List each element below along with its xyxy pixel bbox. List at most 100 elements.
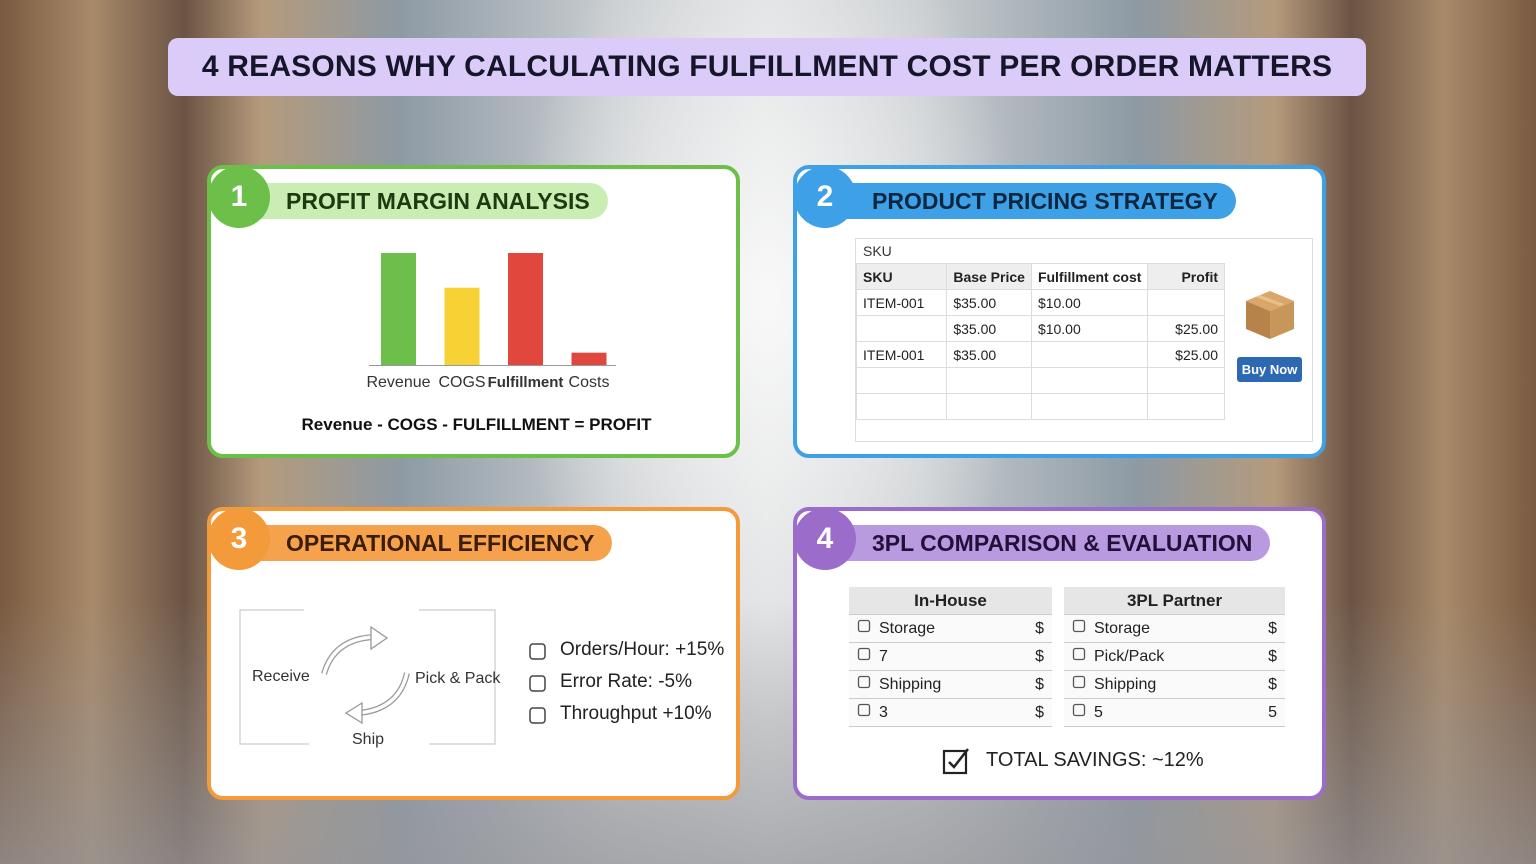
icon-cell — [1064, 670, 1086, 699]
panel-header-row: In-House — [849, 587, 1052, 615]
table-cell: $35.00 — [946, 341, 1032, 368]
table-cell: $25.00 — [1147, 341, 1225, 368]
icon-shape — [529, 643, 546, 660]
icon-cell — [849, 670, 871, 699]
panel-item: Storage — [871, 614, 1009, 643]
row-icon — [1072, 619, 1086, 633]
icon-shape — [857, 703, 871, 717]
card-heading: PRODUCT PRICING STRATEGY — [827, 183, 1236, 219]
panel-item: Shipping — [1086, 670, 1241, 699]
panel-row: 3 $ — [849, 698, 1052, 727]
blank-cell — [1147, 367, 1225, 394]
table-cell: $10.00 — [1030, 289, 1149, 316]
card-number: 1 — [208, 166, 270, 228]
cycle-step: Pick & Pack — [415, 670, 501, 687]
icon-shape — [529, 675, 546, 692]
panel-value: $ — [1008, 670, 1052, 699]
table-row: ITEM-001 $35.00 $10.00 — [855, 289, 1225, 316]
metric: Throughput +10% — [560, 703, 712, 724]
column-header: SKU — [855, 263, 948, 290]
row-icon — [857, 675, 871, 689]
row-icon — [857, 703, 871, 717]
panel-value: $ — [1008, 614, 1052, 643]
panel-title: 3PL Partner — [1064, 587, 1285, 615]
table-cell: $10.00 — [1030, 315, 1149, 342]
panel-value: $ — [1008, 642, 1052, 671]
card-heading: 3PL COMPARISON & EVALUATION — [827, 525, 1271, 561]
table-cell: $35.00 — [946, 289, 1032, 316]
icon-shape — [857, 619, 871, 633]
table-cell — [1147, 289, 1225, 316]
icon-cell — [849, 642, 871, 671]
table-cell: $35.00 — [946, 315, 1032, 342]
buy-now-button[interactable]: Buy Now — [1237, 357, 1302, 382]
row-icon — [857, 619, 871, 633]
formula: Revenue - COGS - FULFILLMENT = PROFIT — [301, 415, 652, 434]
card-number: 2 — [794, 166, 856, 228]
panel-item: Shipping — [871, 670, 1009, 699]
blank-cell — [1030, 367, 1149, 394]
metric-icon — [529, 707, 546, 724]
panel-row: Shipping $ — [1064, 670, 1285, 699]
total-savings: TOTAL SAVINGS: ~12% — [986, 749, 1204, 771]
table-cell: ITEM-001 — [855, 341, 948, 368]
bar-label: COGS — [438, 374, 485, 391]
card-number: 4 — [794, 508, 856, 570]
box-icon — [1246, 291, 1294, 339]
icon-cell — [1064, 642, 1086, 671]
panel-row: Storage $ — [1064, 614, 1285, 643]
bar — [381, 253, 416, 365]
pricing-sheet: SKU SKU Base Price Fulfillment cost Profit I… — [855, 238, 1313, 442]
icon-cell — [1064, 698, 1086, 727]
icon-cell — [849, 614, 871, 643]
table-cell: $25.00 — [1147, 315, 1225, 342]
row-icon — [857, 647, 871, 661]
bar-chart: Revenue COGS Fulfillment Costs — [366, 253, 616, 391]
cycle-diagram — [239, 609, 496, 745]
panel-item: Storage — [1086, 614, 1241, 643]
bar — [571, 352, 607, 365]
row-icon — [1072, 675, 1086, 689]
column-header: Base Price — [946, 263, 1032, 290]
icon-shape — [1072, 647, 1086, 661]
card: OPERATIONAL EFFICIENCY 3 Receive Pick & P… — [207, 507, 740, 800]
blank-cell — [855, 367, 948, 394]
icon-cell — [849, 698, 871, 727]
column-header: Profit — [1147, 263, 1225, 290]
panel-title: In-House — [849, 587, 1052, 615]
metric-icon — [529, 643, 546, 660]
table-row: $35.00 $10.00 $25.00 — [855, 315, 1225, 342]
row-icon — [1072, 703, 1086, 717]
bar-label: Fulfillment — [488, 374, 564, 391]
column-header: Fulfillment cost — [1030, 263, 1149, 290]
blank-row — [855, 393, 1225, 420]
panel-row: Shipping $ — [849, 670, 1052, 699]
blank-row — [855, 367, 1225, 394]
bar — [508, 253, 543, 365]
card-heading: OPERATIONAL EFFICIENCY — [241, 525, 613, 561]
table-cell — [855, 315, 948, 342]
panel-row: Storage $ — [849, 614, 1052, 643]
card-heading: PROFIT MARGIN ANALYSIS — [241, 183, 608, 219]
icon-shape — [1072, 703, 1086, 717]
panel-row: Pick/Pack $ — [1064, 642, 1285, 671]
table-row: ITEM-001 $35.00 $25.00 — [855, 341, 1225, 368]
metric-icon — [529, 675, 546, 692]
bar-label: Revenue — [366, 374, 430, 391]
blank-cell — [855, 393, 948, 420]
panel-item: Pick/Pack — [1086, 642, 1241, 671]
panel-value: $ — [1240, 642, 1285, 671]
icon-shape — [857, 647, 871, 661]
comparison-panel: In-House Storage $7 $ Shipping $3 $ — [849, 587, 1052, 727]
icon-shape — [857, 675, 871, 689]
panel-header-row: 3PL Partner — [1064, 587, 1285, 615]
sheet-caption: SKU — [863, 243, 892, 259]
bar — [444, 287, 480, 365]
panel-value: $ — [1240, 614, 1285, 643]
icon-shape — [1072, 619, 1086, 633]
page-title: 4 REASONS WHY CALCULATING FULFILLMENT CO… — [168, 38, 1366, 96]
check-icon — [942, 748, 969, 775]
panel-value: $ — [1008, 698, 1052, 727]
card: 3PL COMPARISON & EVALUATION 4 In-House St… — [793, 507, 1326, 800]
card-number: 3 — [208, 508, 270, 570]
